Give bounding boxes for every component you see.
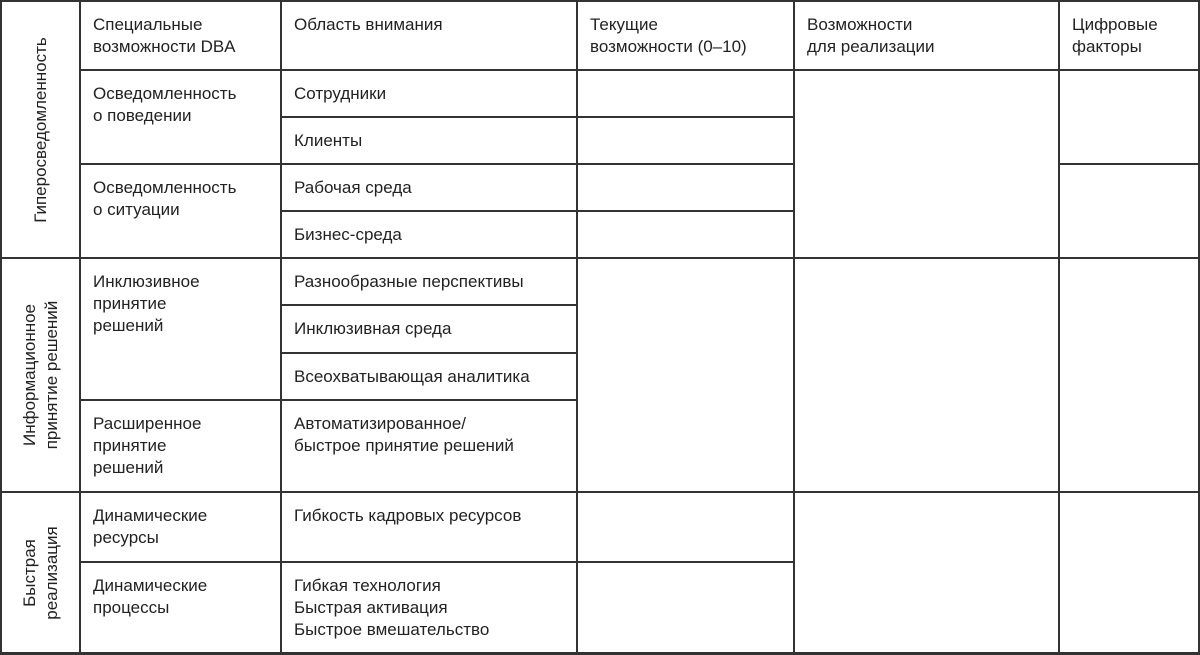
capability-cell: Динамические ресурсы — [81, 493, 280, 561]
focus-area-cell: Гибкая технология Быстрая активация Быст… — [282, 563, 576, 652]
header-current: Текущие возможности (0–10) — [578, 2, 793, 69]
digital-factors-cell[interactable] — [1060, 71, 1198, 163]
focus-area-cell: Рабочая среда — [282, 165, 576, 210]
header-focus-area: Область внимания — [282, 2, 576, 69]
digital-factors-cell[interactable] — [1060, 259, 1198, 491]
digital-factors-cell[interactable] — [1060, 493, 1198, 652]
focus-area-cell: Гибкость кадровых ресурсов — [282, 493, 576, 561]
opportunities-cell[interactable] — [795, 71, 1058, 257]
current-score-cell[interactable] — [578, 563, 793, 652]
focus-area-cell: Всеохватывающая аналитика — [282, 354, 576, 399]
header-digital: Цифровые факторы — [1060, 2, 1198, 69]
capability-cell: Расширенное принятие решений — [81, 401, 280, 491]
current-score-cell[interactable] — [578, 165, 793, 210]
group-label: Информационное принятие решений — [19, 300, 61, 450]
capability-cell: Осведомленность о ситуации — [81, 165, 280, 257]
header-opportunities: Возможности для реализации — [795, 2, 1058, 69]
focus-area-cell: Сотрудники — [282, 71, 576, 116]
focus-area-cell: Инклюзивная среда — [282, 306, 576, 352]
group-label: Гиперосведомленность — [30, 36, 50, 223]
current-score-cell[interactable] — [578, 212, 793, 257]
capability-cell: Осведомленность о поведении — [81, 71, 280, 163]
group-label-cell: Быстрая реализация — [2, 493, 79, 652]
group-label: Быстрая реализация — [19, 525, 61, 620]
opportunities-cell[interactable] — [795, 259, 1058, 491]
capability-cell: Динамические процессы — [81, 563, 280, 652]
group-label-cell: Информационное принятие решений — [2, 259, 79, 491]
focus-area-cell: Автоматизированное/ быстрое принятие реш… — [282, 401, 576, 491]
current-score-cell[interactable] — [578, 259, 793, 491]
capability-cell: Инклюзивное принятие решений — [81, 259, 280, 399]
group-label-cell: Гиперосведомленность — [2, 2, 79, 257]
digital-factors-cell[interactable] — [1060, 165, 1198, 257]
current-score-cell[interactable] — [578, 118, 793, 163]
focus-area-cell: Клиенты — [282, 118, 576, 163]
current-score-cell[interactable] — [578, 71, 793, 116]
current-score-cell[interactable] — [578, 493, 793, 561]
focus-area-cell: Разнообразные перспективы — [282, 259, 576, 304]
header-capabilities: Специальные возможности DBA — [81, 2, 280, 69]
focus-area-cell: Бизнес-среда — [282, 212, 576, 257]
opportunities-cell[interactable] — [795, 493, 1058, 652]
